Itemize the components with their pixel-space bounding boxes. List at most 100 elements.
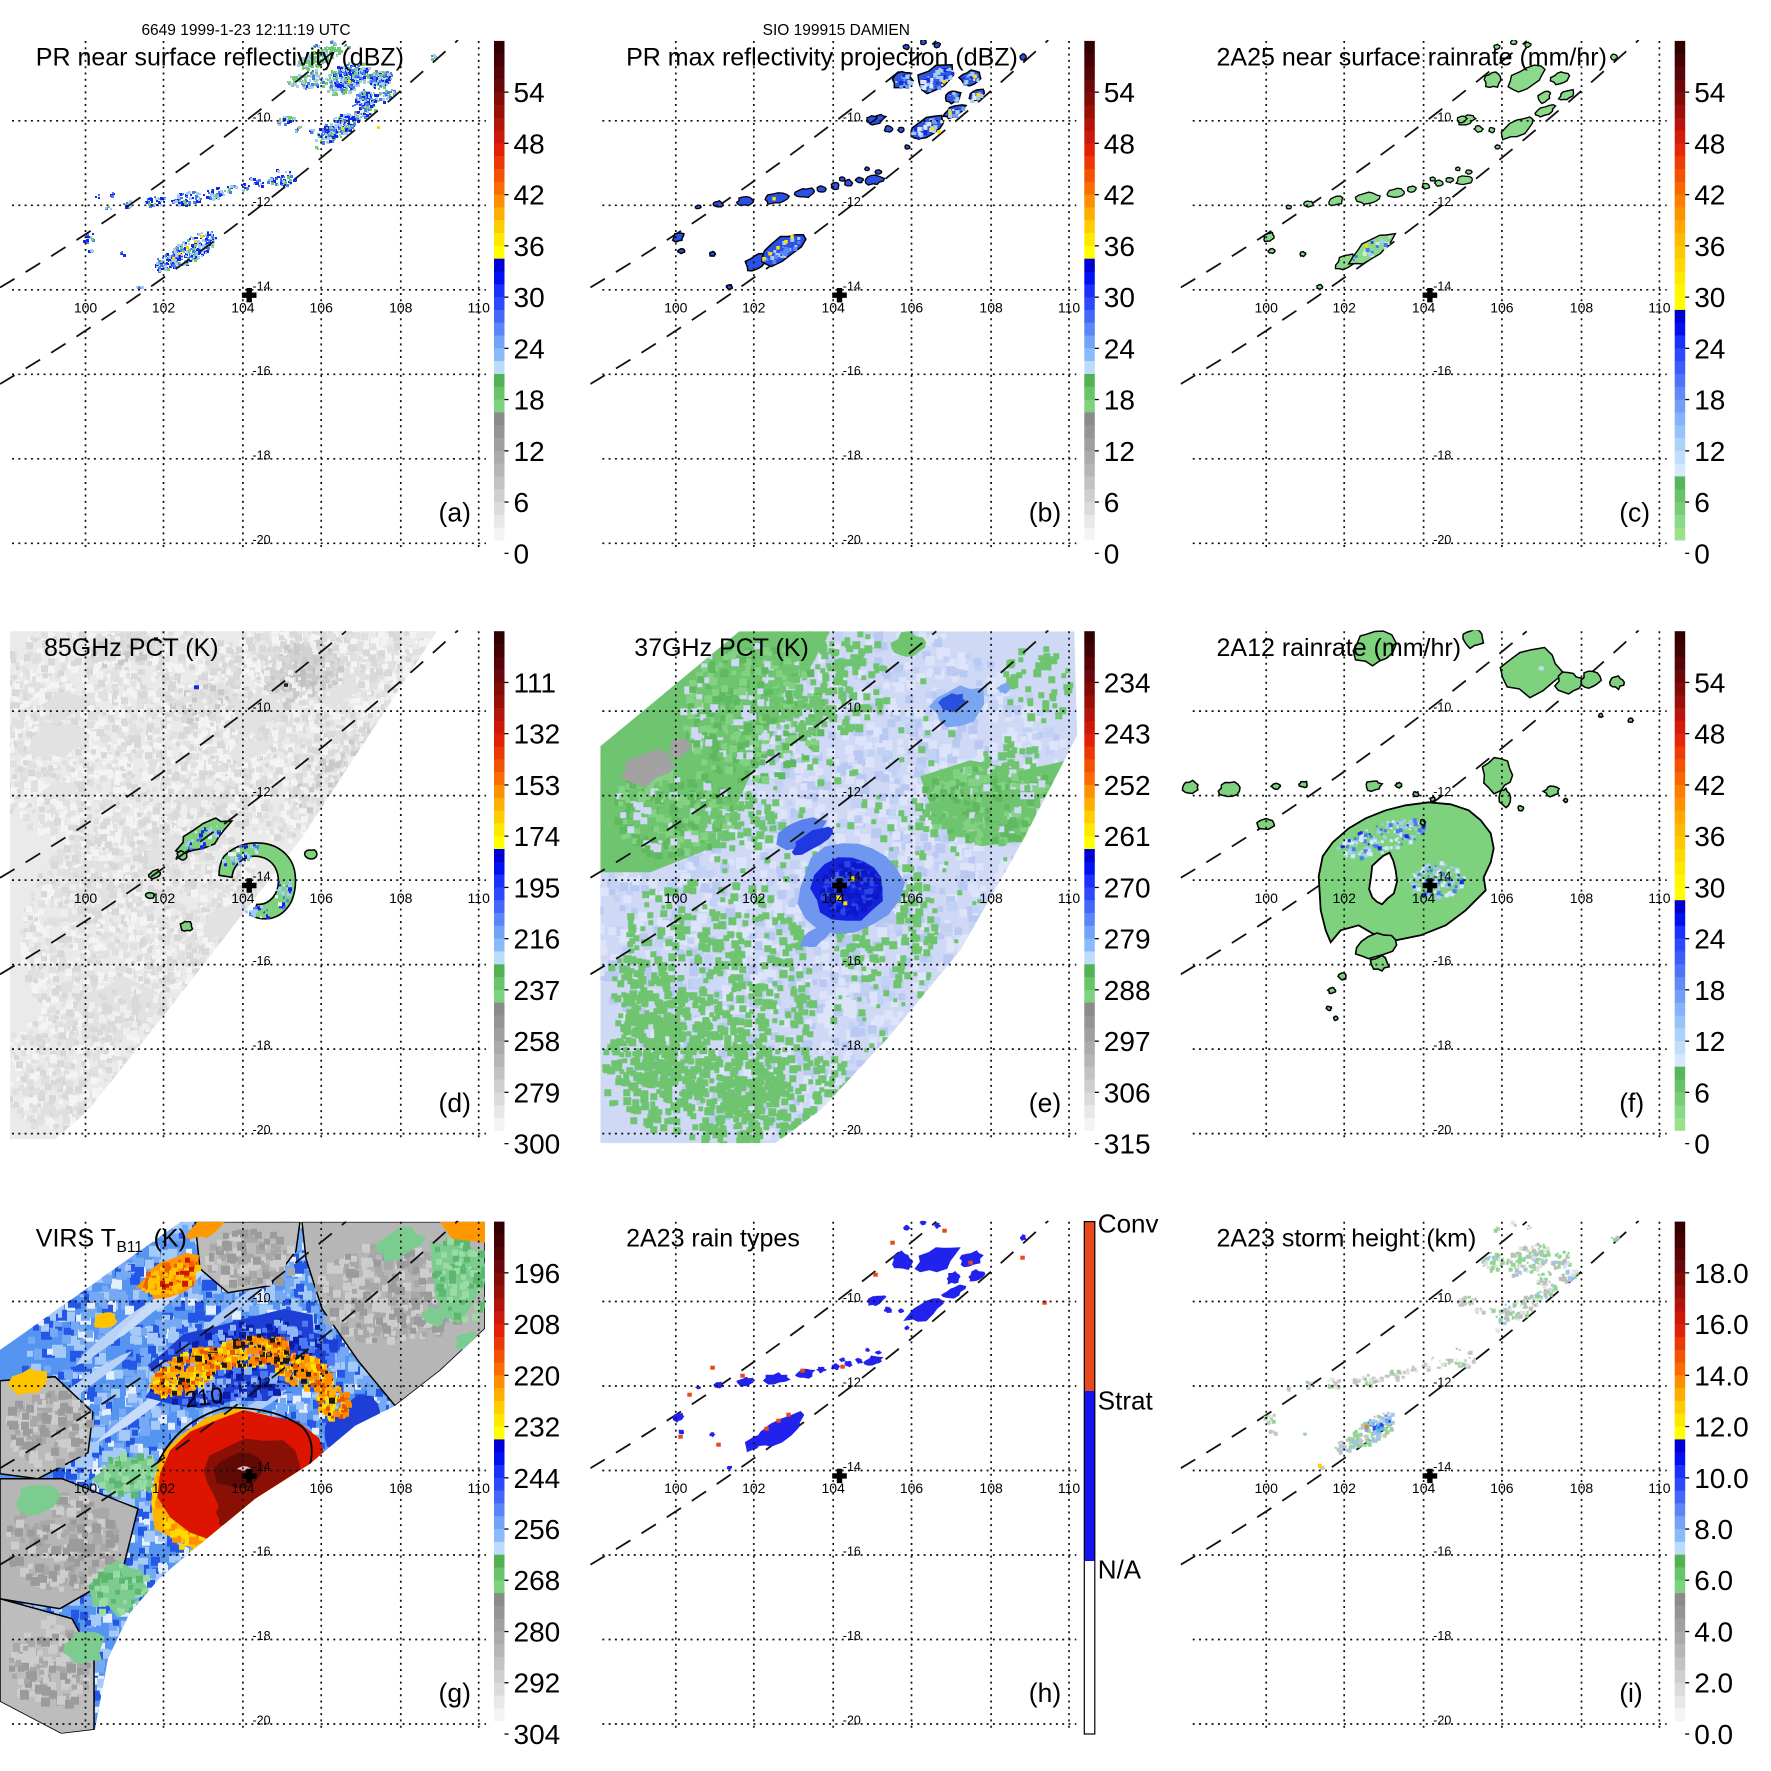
svg-text:54: 54 xyxy=(1694,77,1725,108)
svg-text:12: 12 xyxy=(514,436,545,467)
svg-text:100: 100 xyxy=(1255,890,1279,906)
svg-text:24: 24 xyxy=(1694,333,1725,364)
svg-text:-12: -12 xyxy=(1433,785,1451,799)
svg-text:12: 12 xyxy=(1694,1026,1725,1057)
svg-text:-18: -18 xyxy=(1433,1629,1451,1643)
svg-text:36: 36 xyxy=(1694,231,1725,262)
svg-text:102: 102 xyxy=(152,890,176,906)
svg-text:104: 104 xyxy=(822,890,846,906)
svg-text:2A25 near surface rainrate (mm: 2A25 near surface rainrate (mm/hr) xyxy=(1217,44,1607,72)
svg-text:(e): (e) xyxy=(1029,1088,1061,1118)
svg-text:102: 102 xyxy=(742,1480,766,1496)
svg-text:-14: -14 xyxy=(253,870,271,884)
svg-text:36: 36 xyxy=(514,231,545,262)
svg-text:104: 104 xyxy=(1412,1480,1436,1496)
svg-text:208: 208 xyxy=(514,1309,561,1340)
svg-text:-20: -20 xyxy=(843,1123,861,1137)
svg-text:100: 100 xyxy=(74,1480,98,1496)
svg-text:100: 100 xyxy=(1255,300,1279,316)
svg-text:102: 102 xyxy=(1333,890,1357,906)
svg-text:12.0: 12.0 xyxy=(1694,1412,1749,1443)
svg-text:153: 153 xyxy=(514,770,561,801)
svg-text:-20: -20 xyxy=(843,533,861,547)
svg-text:100: 100 xyxy=(74,890,98,906)
svg-text:Conv: Conv xyxy=(1098,1209,1159,1239)
svg-text:102: 102 xyxy=(152,300,176,316)
svg-text:18: 18 xyxy=(1694,975,1725,1006)
svg-text:-16: -16 xyxy=(1433,1545,1451,1559)
svg-text:106: 106 xyxy=(900,890,924,906)
svg-text:(d): (d) xyxy=(439,1088,471,1118)
svg-text:(K): (K) xyxy=(154,1224,187,1252)
svg-text:0.0: 0.0 xyxy=(1694,1719,1733,1750)
svg-text:-16: -16 xyxy=(843,364,861,378)
svg-text:24: 24 xyxy=(514,333,545,364)
svg-text:108: 108 xyxy=(979,1480,1003,1496)
svg-text:108: 108 xyxy=(979,300,1003,316)
svg-text:-18: -18 xyxy=(843,448,861,462)
svg-text:132: 132 xyxy=(514,719,561,750)
svg-text:279: 279 xyxy=(514,1077,561,1108)
svg-text:30: 30 xyxy=(1694,872,1725,903)
svg-text:18.0: 18.0 xyxy=(1694,1258,1749,1289)
svg-text:-18: -18 xyxy=(843,1039,861,1053)
svg-text:(h): (h) xyxy=(1029,1678,1061,1708)
svg-text:18: 18 xyxy=(1104,385,1135,416)
svg-text:-16: -16 xyxy=(253,954,271,968)
svg-text:B11: B11 xyxy=(117,1239,143,1256)
svg-text:-14: -14 xyxy=(843,870,861,884)
svg-text:110: 110 xyxy=(1648,1480,1671,1496)
svg-text:6: 6 xyxy=(1694,487,1710,518)
svg-text:174: 174 xyxy=(514,821,561,852)
svg-text:-10: -10 xyxy=(843,1291,861,1305)
svg-text:104: 104 xyxy=(1412,300,1436,316)
svg-text:-10: -10 xyxy=(253,110,271,124)
svg-text:30: 30 xyxy=(1694,282,1725,313)
svg-text:-14: -14 xyxy=(253,279,271,293)
svg-text:-18: -18 xyxy=(1433,448,1451,462)
svg-text:N/A: N/A xyxy=(1098,1555,1142,1585)
svg-text:10.0: 10.0 xyxy=(1694,1463,1749,1494)
svg-text:111: 111 xyxy=(514,667,557,698)
svg-text:-10: -10 xyxy=(1433,1291,1451,1305)
svg-text:-12: -12 xyxy=(1433,195,1451,209)
svg-text:PR near surface reflectivity (: PR near surface reflectivity (dBZ) xyxy=(36,44,404,72)
svg-text:-20: -20 xyxy=(1433,1123,1451,1137)
svg-text:102: 102 xyxy=(1333,1480,1357,1496)
svg-text:54: 54 xyxy=(1104,77,1135,108)
svg-text:110: 110 xyxy=(1058,1480,1081,1496)
svg-text:108: 108 xyxy=(979,890,1003,906)
svg-text:6.0: 6.0 xyxy=(1694,1565,1733,1596)
svg-text:16.0: 16.0 xyxy=(1694,1309,1749,1340)
svg-text:-10: -10 xyxy=(843,701,861,715)
svg-text:-12: -12 xyxy=(253,195,271,209)
svg-text:48: 48 xyxy=(1694,128,1725,159)
svg-text:256: 256 xyxy=(514,1514,561,1545)
svg-text:292: 292 xyxy=(514,1668,561,1699)
svg-text:-14: -14 xyxy=(843,1460,861,1474)
svg-text:42: 42 xyxy=(514,180,545,211)
svg-text:-16: -16 xyxy=(843,1545,861,1559)
svg-text:106: 106 xyxy=(900,300,924,316)
svg-text:304: 304 xyxy=(514,1719,561,1750)
svg-text:280: 280 xyxy=(514,1617,561,1648)
svg-text:24: 24 xyxy=(1694,924,1725,955)
svg-text:PR max reflectivity projection: PR max reflectivity projection (dBZ) xyxy=(626,44,1018,72)
svg-text:36: 36 xyxy=(1104,231,1135,262)
svg-text:-10: -10 xyxy=(253,1291,271,1305)
svg-text:-20: -20 xyxy=(253,1123,271,1137)
svg-text:237: 237 xyxy=(514,975,561,1006)
svg-text:106: 106 xyxy=(310,890,334,906)
svg-text:100: 100 xyxy=(74,300,98,316)
svg-text:106: 106 xyxy=(310,1480,334,1496)
svg-text:42: 42 xyxy=(1104,180,1135,211)
svg-text:-20: -20 xyxy=(253,1714,271,1728)
svg-text:110: 110 xyxy=(468,1480,491,1496)
svg-text:104: 104 xyxy=(822,1480,846,1496)
svg-text:2A12 rainrate (mm/hr): 2A12 rainrate (mm/hr) xyxy=(1217,634,1462,662)
svg-text:315: 315 xyxy=(1104,1129,1151,1160)
svg-text:12: 12 xyxy=(1694,436,1725,467)
svg-text:297: 297 xyxy=(1104,1026,1151,1057)
svg-text:195: 195 xyxy=(514,872,561,903)
svg-text:106: 106 xyxy=(1490,1480,1514,1496)
